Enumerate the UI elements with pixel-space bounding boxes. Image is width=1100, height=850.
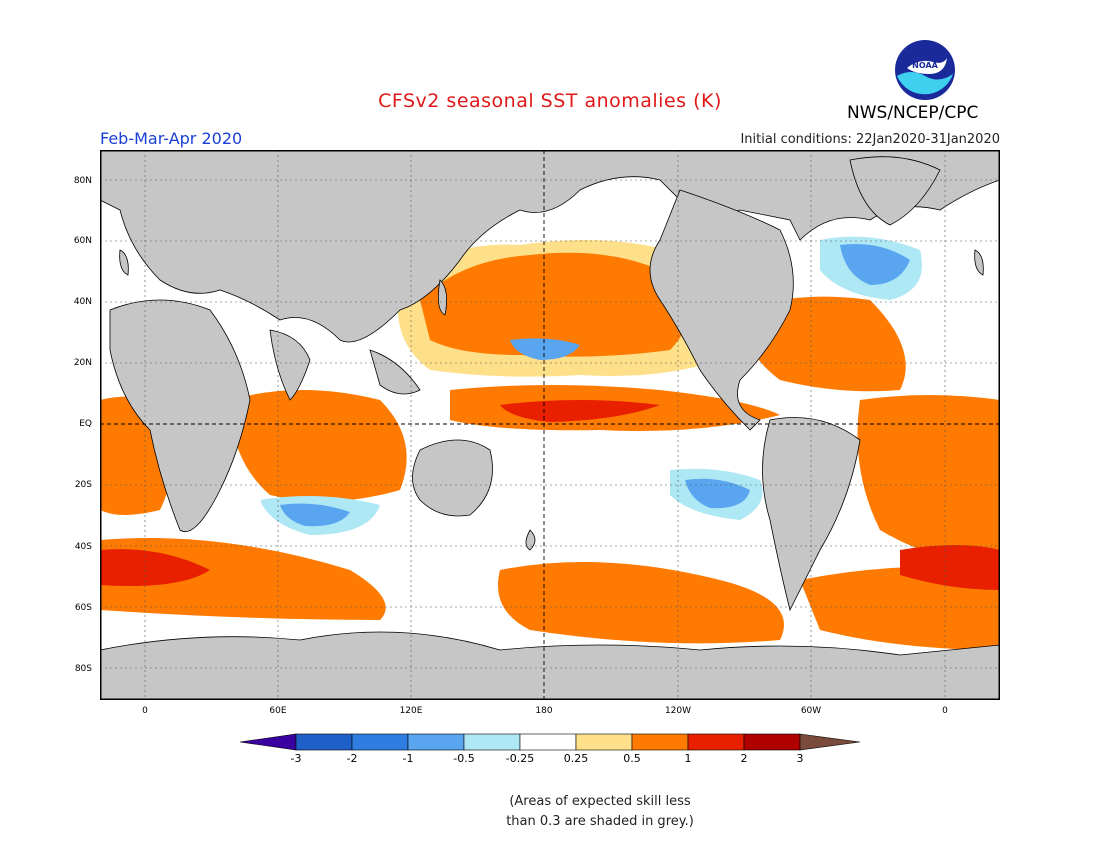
colorbar-arrow-low: [240, 733, 297, 751]
colorbar-label: -0.5: [453, 752, 475, 765]
land-masses: [100, 150, 1000, 700]
colorbar-label: -2: [346, 752, 358, 765]
lat-label: 80N: [73, 176, 92, 186]
skill-note-line1: (Areas of expected skill less: [509, 794, 691, 809]
colorbar-bin: [407, 733, 465, 751]
lat-label: 60S: [74, 603, 92, 613]
map-title: CFSv2 seasonal SST anomalies (K): [378, 90, 722, 112]
lon-label: 120W: [664, 706, 692, 716]
sst-anomaly-map: [100, 150, 1000, 700]
logo-text: NOAA: [912, 61, 938, 70]
lat-label: 20N: [73, 358, 92, 368]
skill-note-line2: than 0.3 are shaded in grey.): [506, 814, 694, 829]
lon-label: 120E: [399, 706, 423, 716]
colorbar-bin: [519, 733, 577, 751]
colorbar: [240, 733, 861, 751]
lat-label: 60N: [73, 236, 92, 246]
lat-label: 20S: [74, 480, 92, 490]
agency-label: NWS/NCEP/CPC: [847, 103, 979, 123]
lat-label: 40S: [74, 542, 92, 552]
colorbar-label: 0.25: [563, 752, 589, 765]
equator-dateline: [100, 150, 1000, 700]
skill-note: (Areas of expected skill less than 0.3 a…: [470, 792, 730, 832]
colorbar-label: 0.5: [623, 752, 641, 765]
map-frame: [100, 150, 1000, 700]
colorbar-bin: [575, 733, 633, 751]
colorbar-arrow-high: [799, 733, 861, 751]
lon-label: 180: [535, 706, 553, 716]
colorbar-bin: [351, 733, 409, 751]
lon-label: 0: [942, 706, 948, 716]
colorbar-bin: [631, 733, 689, 751]
initial-conditions: Initial conditions: 22Jan2020-31Jan2020: [740, 132, 1000, 147]
colorbar-bin: [687, 733, 745, 751]
colorbar-label: 1: [684, 752, 692, 765]
forecast-period: Feb-Mar-Apr 2020: [100, 129, 243, 148]
lat-label: 80S: [74, 664, 92, 674]
colorbar-label: -0.25: [505, 752, 535, 765]
colorbar-bin: [463, 733, 521, 751]
colorbar-bin: [295, 733, 353, 751]
lat-label: 40N: [73, 297, 92, 307]
colorbar-label: -3: [290, 752, 302, 765]
lon-label: 60W: [800, 706, 822, 716]
lat-label: EQ: [79, 419, 92, 429]
anomaly-shading: [100, 178, 1000, 650]
lon-label: 0: [142, 706, 148, 716]
lon-label: 60E: [269, 706, 287, 716]
colorbar-bin: [743, 733, 801, 751]
noaa-logo-icon: NOAA: [895, 40, 955, 100]
colorbar-label: 2: [740, 752, 748, 765]
colorbar-label: 3: [796, 752, 804, 765]
graticule: [100, 150, 1000, 700]
colorbar-label: -1: [402, 752, 414, 765]
